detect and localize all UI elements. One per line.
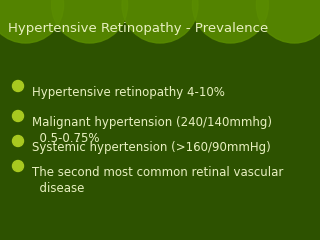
Text: Systemic hypertension (>160/90mmHg): Systemic hypertension (>160/90mmHg) [32,141,271,154]
Circle shape [12,136,23,146]
Text: The second most common retinal vascular
  disease: The second most common retinal vascular … [32,166,284,194]
Circle shape [12,80,23,91]
Circle shape [0,0,64,43]
Circle shape [256,0,320,43]
Circle shape [52,0,128,43]
Text: Hypertensive retinopathy 4-10%: Hypertensive retinopathy 4-10% [32,86,225,99]
Circle shape [192,0,268,43]
Circle shape [12,110,23,121]
Circle shape [12,161,23,172]
Circle shape [122,0,198,43]
Text: Hypertensive Retinopathy - Prevalence: Hypertensive Retinopathy - Prevalence [8,22,268,35]
Text: Malignant hypertension (240/140mmhg)
  0.5-0.75%: Malignant hypertension (240/140mmhg) 0.5… [32,116,272,144]
